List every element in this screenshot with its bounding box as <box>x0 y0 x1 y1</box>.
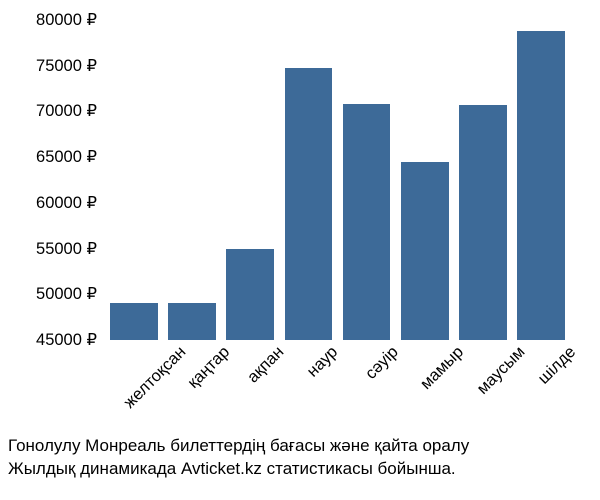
y-tick-label: 80000 ₽ <box>36 10 105 30</box>
bar <box>168 303 216 340</box>
bar <box>343 104 391 340</box>
bar <box>459 105 507 340</box>
y-tick-label: 50000 ₽ <box>36 284 105 304</box>
x-tick-label: наур <box>301 340 342 381</box>
bar <box>285 68 333 340</box>
bar <box>226 249 274 340</box>
plot-area: 45000 ₽50000 ₽55000 ₽60000 ₽65000 ₽70000… <box>105 20 570 340</box>
x-tick-label: маусым <box>470 340 529 399</box>
x-tick-label: мамыр <box>414 340 468 394</box>
x-tick-label: сәуір <box>359 340 403 384</box>
bar <box>110 303 158 340</box>
y-tick-label: 60000 ₽ <box>36 193 105 213</box>
x-tick-label: ақпан <box>241 340 288 387</box>
chart-container: { "chart": { "type": "bar", "plot": { "l… <box>0 0 600 500</box>
y-tick-label: 70000 ₽ <box>36 101 105 121</box>
y-tick-label: 65000 ₽ <box>36 147 105 167</box>
y-tick-label: 45000 ₽ <box>36 330 105 350</box>
caption: Гонолулу Монреаль билеттердің бағасы жән… <box>0 435 600 481</box>
x-tick-label: желтоқсан <box>118 340 191 413</box>
caption-line: Жылдық динамикада Avticket.kz статистика… <box>8 458 600 481</box>
x-tick-label: қаңтар <box>182 340 234 392</box>
caption-line: Гонолулу Монреаль билеттердің бағасы жән… <box>8 435 600 458</box>
bar <box>517 31 565 340</box>
bar <box>401 162 449 340</box>
y-tick-label: 55000 ₽ <box>36 239 105 259</box>
x-tick-label: шілде <box>532 340 580 388</box>
y-tick-label: 75000 ₽ <box>36 56 105 76</box>
